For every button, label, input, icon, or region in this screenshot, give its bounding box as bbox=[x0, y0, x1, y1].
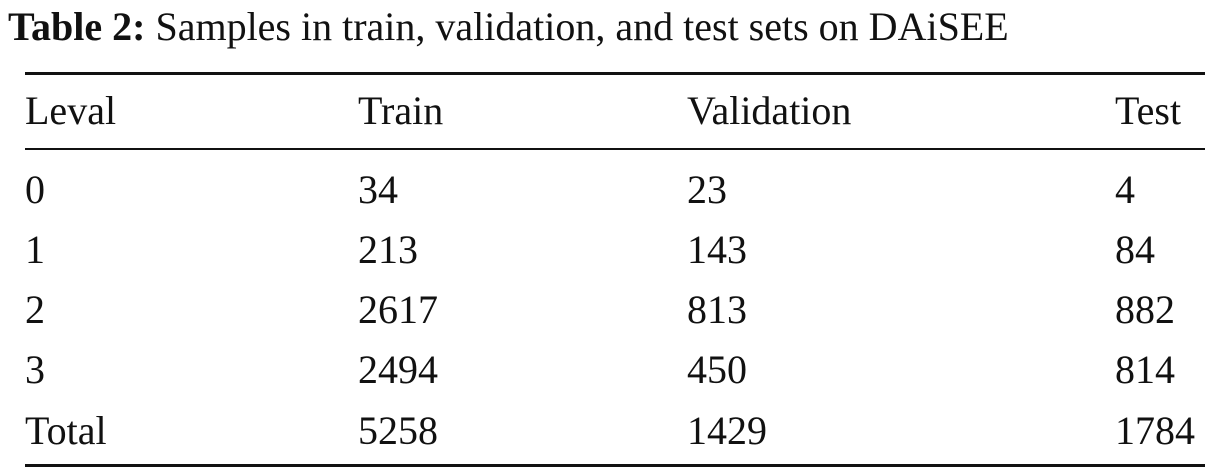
header-train: Train bbox=[358, 88, 444, 133]
top-rule bbox=[25, 72, 1205, 75]
cell-validation: 1429 bbox=[687, 408, 767, 453]
cell-train: 5258 bbox=[358, 408, 438, 453]
table-row: 2 2617 813 882 bbox=[0, 283, 1221, 337]
header-rule bbox=[25, 148, 1205, 150]
header-level: Leval bbox=[25, 88, 117, 133]
table-row: 3 2494 450 814 bbox=[0, 343, 1221, 397]
cell-test: 4 bbox=[1115, 167, 1135, 212]
table-header-row: Leval Train Validation Test bbox=[0, 84, 1221, 138]
cell-validation: 143 bbox=[687, 227, 747, 272]
cell-level: 0 bbox=[25, 167, 45, 212]
cell-validation: 23 bbox=[687, 167, 727, 212]
bottom-rule bbox=[25, 464, 1205, 467]
cell-validation: 813 bbox=[687, 287, 747, 332]
table-caption: Table 2: Samples in train, validation, a… bbox=[8, 2, 1009, 52]
cell-test: 1784 bbox=[1115, 408, 1195, 453]
cell-train: 2494 bbox=[358, 347, 438, 392]
cell-level: 1 bbox=[25, 227, 45, 272]
table-row: 1 213 143 84 bbox=[0, 223, 1221, 277]
cell-train: 213 bbox=[358, 227, 418, 272]
table-row: 0 34 23 4 bbox=[0, 163, 1221, 217]
header-validation: Validation bbox=[687, 88, 852, 133]
cell-train: 34 bbox=[358, 167, 398, 212]
caption-label: Table 2: bbox=[8, 4, 146, 49]
cell-level: Total bbox=[25, 408, 107, 453]
cell-test: 814 bbox=[1115, 347, 1175, 392]
cell-level: 3 bbox=[25, 347, 45, 392]
cell-test: 84 bbox=[1115, 227, 1155, 272]
header-test: Test bbox=[1115, 88, 1182, 133]
cell-validation: 450 bbox=[687, 347, 747, 392]
cell-train: 2617 bbox=[358, 287, 438, 332]
caption-text: Samples in train, validation, and test s… bbox=[155, 4, 1009, 49]
cell-level: 2 bbox=[25, 287, 45, 332]
cell-test: 882 bbox=[1115, 287, 1175, 332]
table-row-total: Total 5258 1429 1784 bbox=[0, 404, 1221, 458]
